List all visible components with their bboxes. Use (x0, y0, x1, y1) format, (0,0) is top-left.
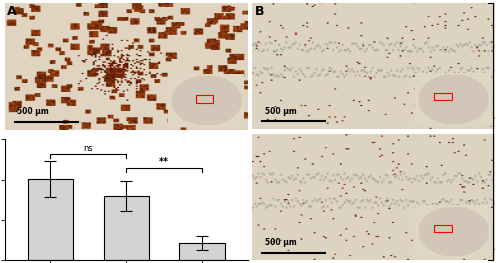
Text: 500 μm: 500 μm (264, 107, 296, 116)
Text: A: A (8, 5, 17, 18)
Text: 500 μm: 500 μm (17, 107, 49, 116)
Bar (104, 196, 149, 260)
Text: **: ** (159, 157, 169, 167)
Bar (180, 243, 225, 260)
Bar (28, 179, 73, 260)
Text: B: B (255, 5, 264, 18)
Text: 500 μm: 500 μm (264, 238, 296, 247)
Text: ns: ns (84, 144, 94, 153)
